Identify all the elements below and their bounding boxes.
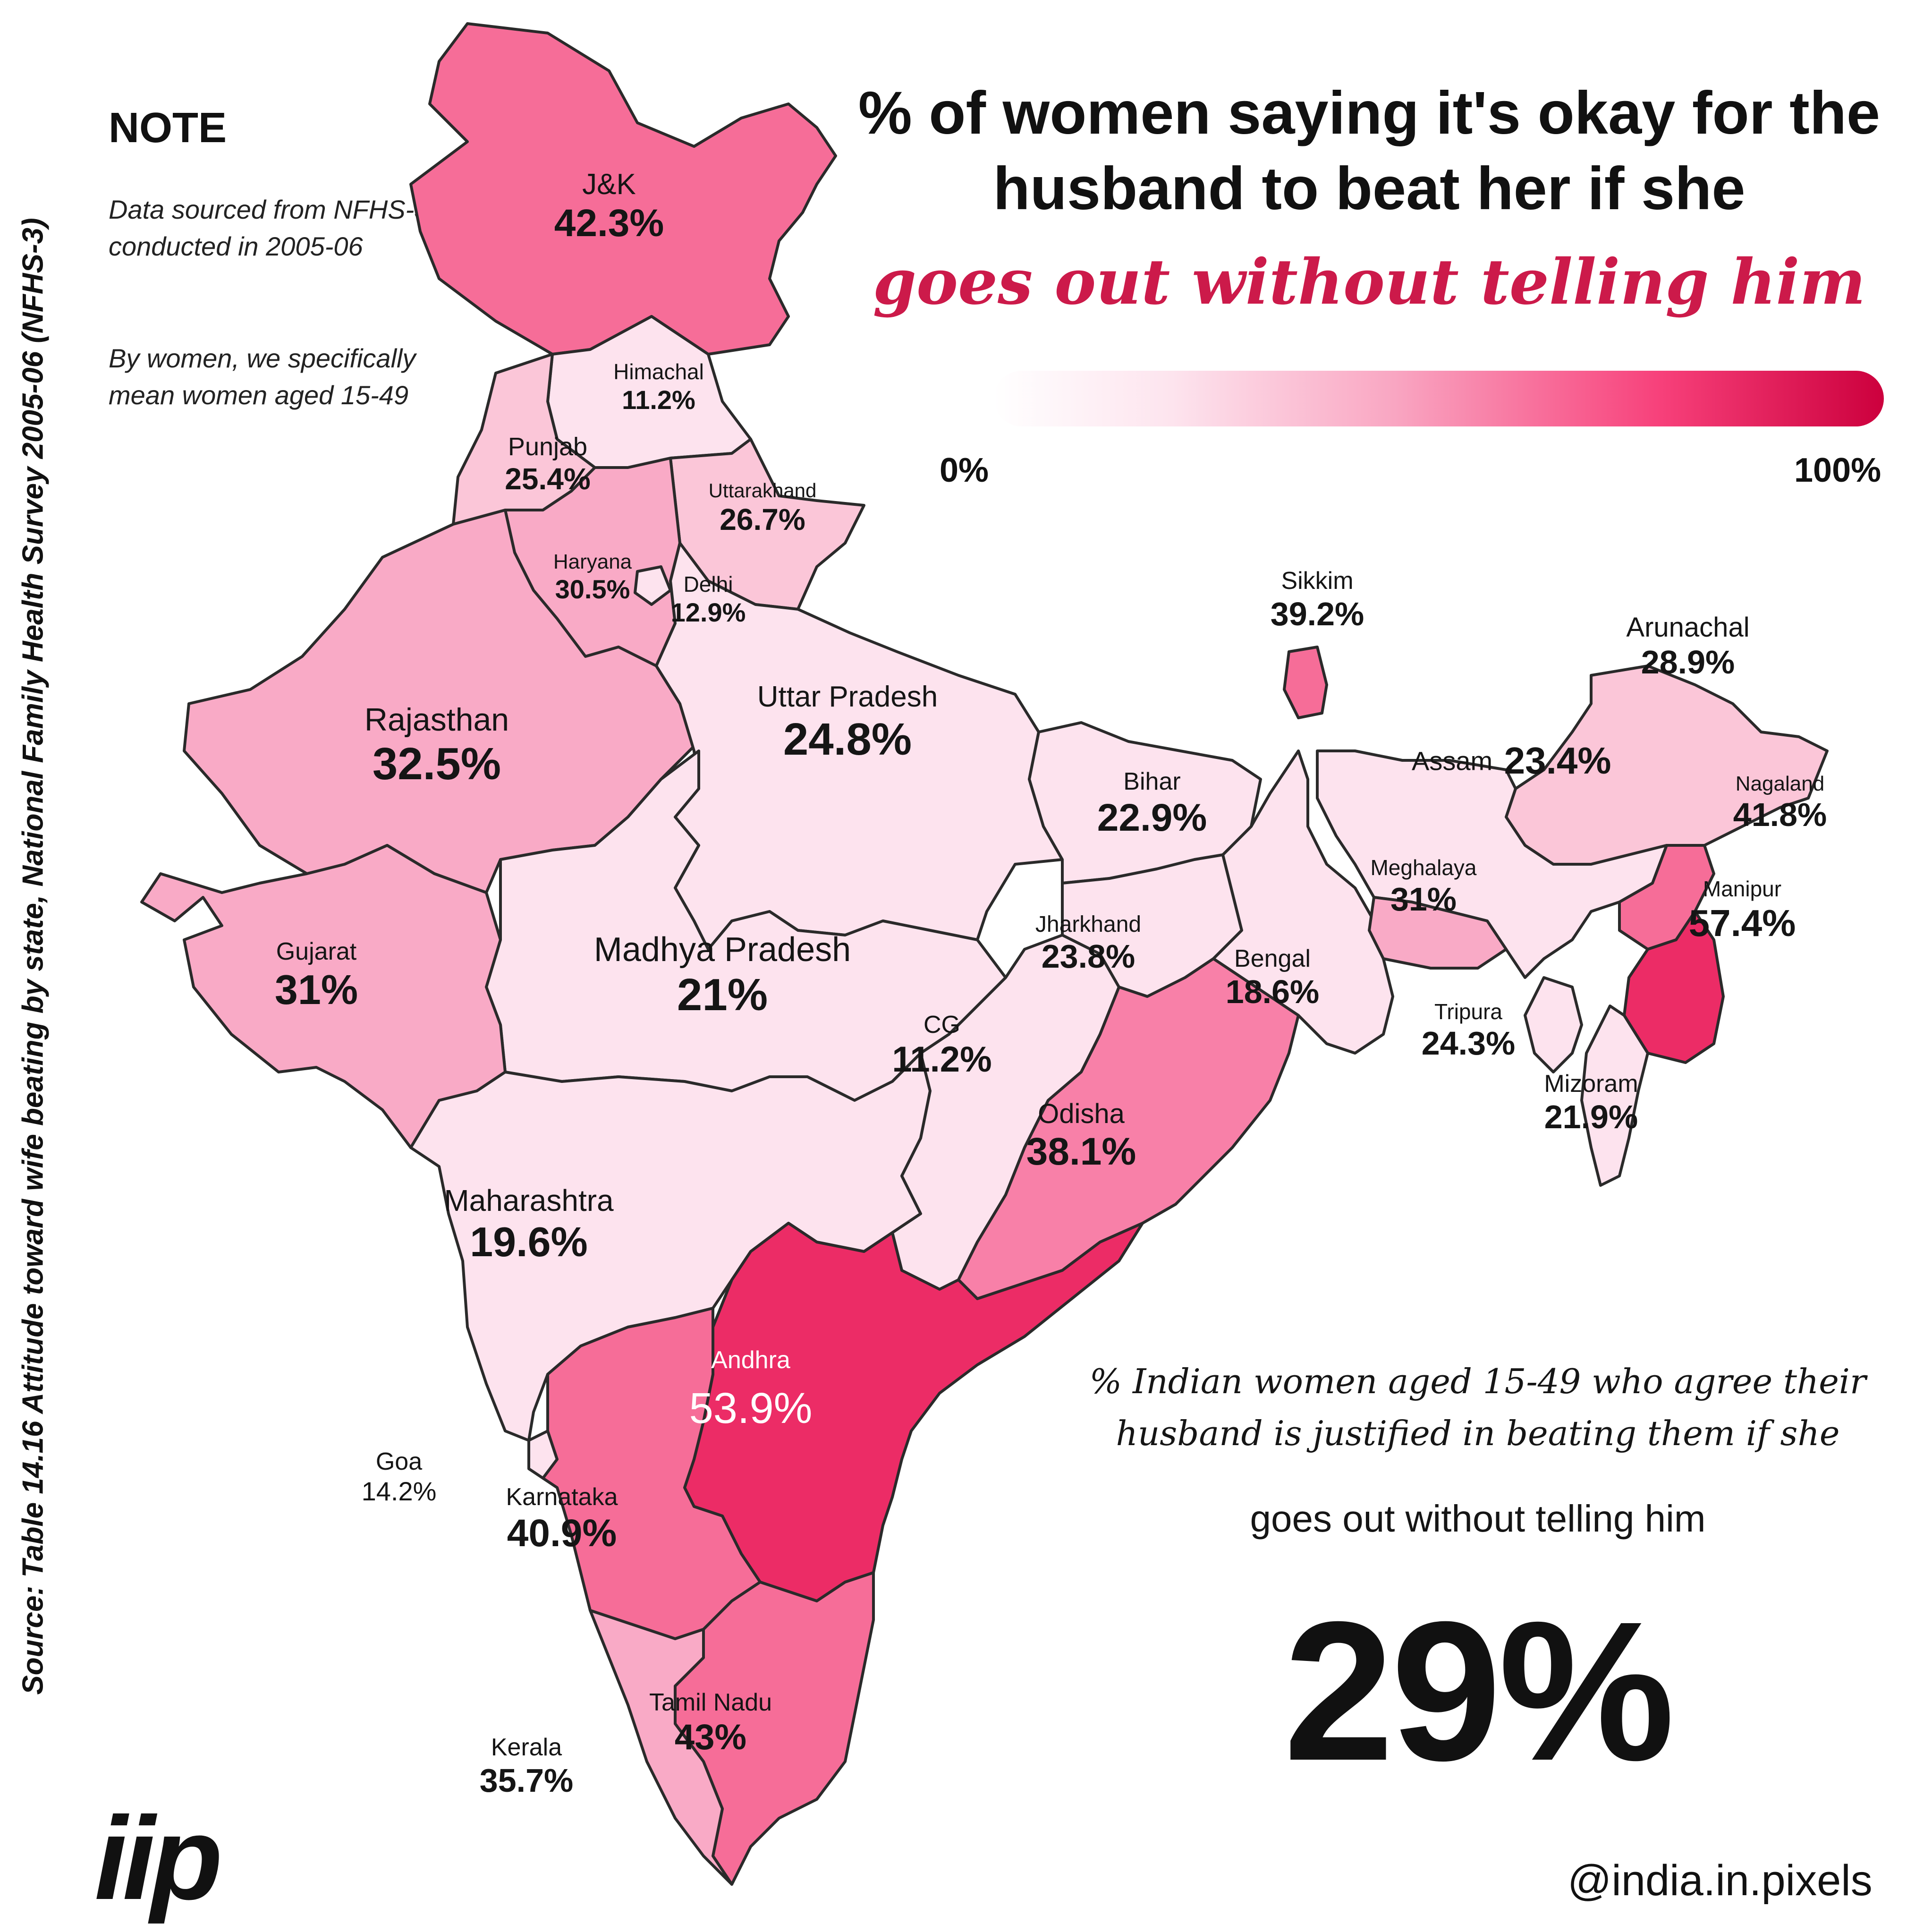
label-gujarat: Gujarat 31% — [274, 938, 358, 1013]
legend-min-label: 0% — [940, 451, 989, 489]
note-title: NOTE — [109, 104, 227, 152]
summary-highlight: goes out without telling him — [1250, 1498, 1706, 1540]
source-text: Source: Table 14.16 Attitude toward wife… — [17, 218, 50, 1695]
label-madhya-pradesh: Madhya Pradesh 21% — [593, 931, 851, 1020]
label-uttar-pradesh: Uttar Pradesh 24.8% — [757, 681, 938, 765]
label-karnataka: Karnataka 40.9% — [506, 1483, 618, 1555]
social-handle: @india.in.pixels — [1568, 1856, 1873, 1905]
label-arunachal: Arunachal 28.9% — [1626, 612, 1750, 681]
label-cg: CG 11.2% — [892, 1011, 992, 1080]
label-rajasthan: Rajasthan 32.5% — [364, 702, 509, 789]
label-sikkim: Sikkim 39.2% — [1270, 567, 1364, 632]
label-tamil-nadu: Tamil Nadu 43% — [649, 1689, 772, 1757]
label-andhra: Andhra 53.9% — [689, 1346, 813, 1432]
note-definition-text: By women, we specifically mean women age… — [109, 343, 416, 410]
legend-gradient-bar — [994, 371, 1884, 426]
page-title: % of women saying it's okay for the husb… — [858, 79, 1881, 222]
state-delhi — [634, 565, 672, 606]
label-kerala: Kerala 35.7% — [479, 1734, 574, 1799]
state-kerala — [589, 1609, 733, 1886]
label-haryana: Haryana 30.5% — [553, 550, 632, 604]
state-manipur — [1623, 910, 1725, 1064]
label-assam: Assam 23.4% — [1412, 740, 1611, 782]
label-punjab: Punjab 25.4% — [505, 433, 591, 496]
label-uttarakhand: Uttarakhand 26.7% — [708, 479, 817, 536]
state-west-bengal — [1212, 749, 1394, 1055]
label-maharashtra: Maharashtra 19.6% — [444, 1183, 614, 1265]
state-mizoram — [1580, 1005, 1649, 1187]
label-jharkhand: Jharkhand 23.8% — [1035, 912, 1142, 975]
summary-value: 29% — [1283, 1581, 1675, 1802]
label-bihar: Bihar 22.9% — [1097, 768, 1207, 839]
summary-description: % Indian women aged 15-49 who agree thei… — [1089, 1362, 1866, 1453]
state-meghalaya — [1368, 896, 1508, 970]
note-source-text: Data sourced from NFHS-3 conducted in 20… — [109, 195, 429, 261]
legend-max-label: 100% — [1794, 451, 1881, 489]
label-tripura: Tripura 24.3% — [1421, 999, 1516, 1062]
label-manipur: Manipur 57.4% — [1688, 877, 1796, 944]
brand-logo: iip — [94, 1792, 223, 1924]
label-goa: Goa 14.2% — [361, 1448, 437, 1506]
state-sikkim — [1283, 646, 1328, 719]
state-gujarat — [140, 844, 507, 1149]
label-odisha: Odisha 38.1% — [1026, 1098, 1136, 1173]
india-map — [140, 22, 1829, 1886]
label-meghalaya: Meghalaya 31% — [1370, 855, 1477, 918]
source-caption: Source: Table 14.16 Attitude toward wife… — [0, 0, 66, 1913]
label-delhi: Delhi 12.9% — [670, 572, 746, 627]
state-tripura — [1524, 976, 1583, 1073]
label-nagaland: Nagaland 41.8% — [1733, 772, 1827, 833]
label-bengal: Bengal 18.6% — [1225, 945, 1320, 1010]
label-himachal: Himachal 11.2% — [613, 359, 704, 415]
label-mizoram: Mizoram 21.9% — [1544, 1070, 1638, 1135]
label-jk: J&K 42.3% — [554, 168, 664, 245]
title-highlight: goes out without telling him — [873, 246, 1866, 319]
state-jk — [409, 22, 837, 356]
